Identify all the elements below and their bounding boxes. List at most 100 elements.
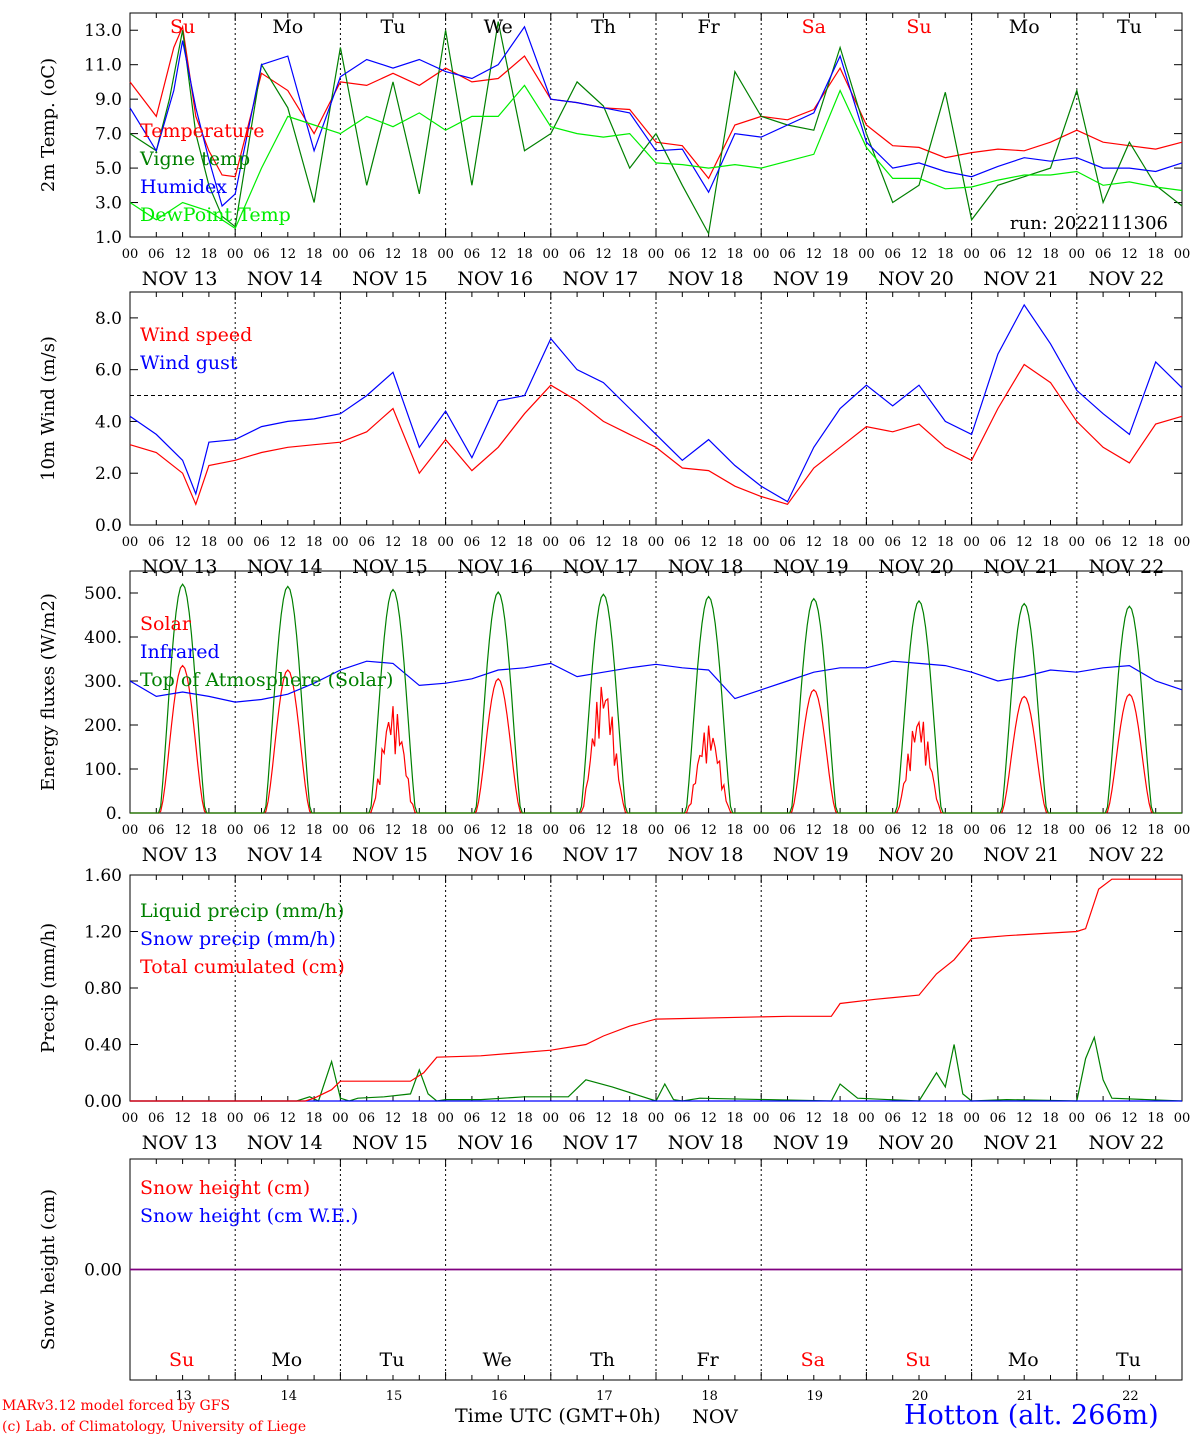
weekday-label: Mo [1009,16,1040,38]
weekday-label: Fr [697,16,720,38]
hour-tick-label: 00 [648,535,665,550]
weekday-label: Su [905,1349,930,1371]
hour-tick-label: 00 [1174,535,1191,550]
series-line-total-cumulated-cm- [130,878,1182,1102]
hour-tick-label: 06 [358,535,375,550]
legend-entry: Snow precip (mm/h) [140,928,336,950]
weekday-label: Mo [272,16,303,38]
hour-tick-label: 06 [569,535,586,550]
y-tick-label: 500. [84,584,122,604]
month-label: NOV [692,1406,738,1428]
hour-tick-label: 06 [148,247,165,262]
hour-tick-label: 12 [595,535,612,550]
date-label: NOV 14 [247,556,323,578]
hour-tick-label: 18 [516,535,533,550]
hour-tick-label: 00 [227,247,244,262]
hour-tick-label: 06 [464,1111,481,1126]
date-label: NOV 18 [668,844,744,866]
y-tick-label: 6.0 [95,361,122,381]
hour-tick-label: 00 [963,823,980,838]
date-label: NOV 18 [668,268,744,290]
date-label: NOV 17 [562,556,638,578]
hour-tick-label: 18 [727,535,744,550]
date-label: NOV 22 [1088,556,1164,578]
hour-tick-label: 18 [727,1111,744,1126]
date-label: NOV 18 [668,556,744,578]
hour-tick-label: 18 [306,247,323,262]
hour-tick-label: 12 [700,823,717,838]
station-title: Hotton (alt. 266m) [904,1400,1159,1431]
hour-tick-label: 18 [516,247,533,262]
hour-tick-label: 18 [937,823,954,838]
hour-tick-label: 18 [937,1111,954,1126]
hour-tick-label: 18 [832,823,849,838]
hour-tick-label: 06 [990,247,1007,262]
y-tick-label: 2.0 [95,464,122,484]
hour-tick-label: 06 [674,823,691,838]
hour-tick-label: 18 [1042,823,1059,838]
date-label: NOV 17 [562,844,638,866]
hour-tick-label: 00 [332,823,349,838]
y-axis-label: 10m Wind (m/s) [38,336,59,481]
hour-tick-label: 06 [884,823,901,838]
hour-tick-label: 18 [1147,247,1164,262]
hour-tick-label: 18 [201,247,218,262]
series-line-wind-speed [129,363,1183,506]
legend-entry: Vigne temp [139,148,250,170]
date-label: NOV 15 [352,844,428,866]
date-label: NOV 16 [457,844,533,866]
hour-tick-label: 06 [779,823,796,838]
series-line-infrared [129,660,1183,703]
hour-tick-label: 18 [1147,823,1164,838]
day-number-label: 13 [175,1389,192,1404]
date-label: NOV 22 [1088,268,1164,290]
weekday-label: Sa [801,1349,825,1371]
hour-tick-label: 06 [990,1111,1007,1126]
hour-tick-label: 06 [464,823,481,838]
y-tick-label: 4.0 [95,412,122,432]
hour-tick-label: 18 [306,535,323,550]
date-label: NOV 16 [457,556,533,578]
date-label: NOV 20 [878,1132,954,1154]
hour-tick-label: 00 [543,823,560,838]
hour-tick-label: 00 [858,535,875,550]
y-tick-label: 0.40 [84,1036,122,1056]
hour-tick-label: 06 [569,1111,586,1126]
hour-tick-label: 00 [122,535,139,550]
hour-tick-label: 12 [1016,823,1033,838]
hour-tick-label: 06 [358,247,375,262]
hour-tick-label: 18 [937,535,954,550]
run-annotation: run: 2022111306 [1010,213,1168,234]
day-number-label: 18 [701,1389,718,1404]
y-axis-label: Energy fluxes (W/m2) [38,593,59,791]
hour-tick-label: 12 [595,1111,612,1126]
weekday-label: Su [906,16,931,38]
hour-tick-label: 00 [858,823,875,838]
hour-tick-label: 12 [806,247,823,262]
hour-tick-label: 12 [174,823,191,838]
hour-tick-label: 00 [753,823,770,838]
hour-tick-label: 12 [280,247,297,262]
date-label: NOV 14 [247,844,323,866]
date-label: NOV 21 [983,556,1059,578]
weekday-label: Su [169,1349,194,1371]
hour-tick-label: 12 [1121,1111,1138,1126]
hour-tick-label: 18 [516,823,533,838]
hour-tick-label: 06 [148,823,165,838]
date-label: NOV 16 [457,268,533,290]
hour-tick-label: 06 [253,1111,270,1126]
date-label: NOV 20 [878,268,954,290]
panel-2: 0.0 2.0 4.0 6.0 8.0 10m Wind (m/s) Wind speed W… [38,291,1191,578]
day-number-label: 22 [1122,1389,1139,1404]
date-label: NOV 18 [668,1132,744,1154]
hour-tick-label: 12 [1121,247,1138,262]
hour-tick-label: 12 [385,1111,402,1126]
date-label: NOV 22 [1088,844,1164,866]
series-line-temperature [129,24,1183,180]
hour-tick-label: 00 [543,247,560,262]
hour-tick-label: 00 [227,1111,244,1126]
hour-tick-label: 00 [753,247,770,262]
hour-tick-label: 06 [884,535,901,550]
series-line-wind-gust [129,303,1183,503]
legend-entry: Liquid precip (mm/h) [140,900,344,922]
